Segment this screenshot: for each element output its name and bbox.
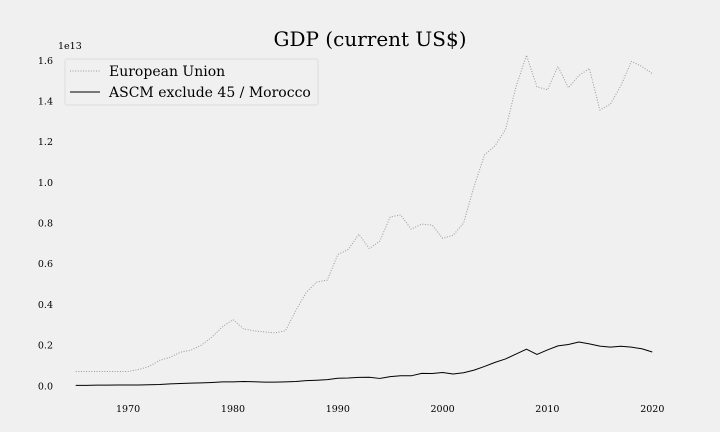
x-tick-label: 2010 <box>535 404 559 415</box>
y-tick-label: 0.6 <box>38 259 53 270</box>
x-axis-ticks: 1970 1980 1990 2000 2010 2020 <box>116 404 664 415</box>
y-tick-label: 1.2 <box>38 137 53 148</box>
x-tick-label: 1980 <box>221 404 245 415</box>
legend-label-ascm-morocco: ASCM exclude 45 / Morocco <box>108 85 311 101</box>
series-line-european-union <box>75 54 653 373</box>
legend-box <box>64 58 319 106</box>
y-axis-ticks: 0.0 0.2 0.4 0.6 0.8 1.0 1.2 1.4 1.6 <box>38 56 53 392</box>
y-tick-label: 1.0 <box>38 178 53 189</box>
legend: European Union ASCM exclude 45 / Morocco <box>64 58 319 106</box>
legend-label-european-union: European Union <box>109 64 225 80</box>
y-tick-label: 1.6 <box>38 56 53 67</box>
x-tick-label: 1990 <box>326 404 350 415</box>
y-tick-label: 0.4 <box>38 300 53 311</box>
y-axis-offset-label: 1e13 <box>58 41 82 52</box>
series-lines <box>75 54 653 386</box>
chart-title: GDP (current US$) <box>273 27 466 51</box>
y-tick-label: 1.4 <box>38 97 53 108</box>
y-tick-label: 0.8 <box>38 219 53 230</box>
x-tick-label: 1970 <box>116 404 140 415</box>
series-line-ascm-exclude-45-morocco <box>75 341 653 386</box>
y-tick-label: 0.0 <box>38 381 53 392</box>
x-tick-label: 2000 <box>431 404 455 415</box>
y-tick-label: 0.2 <box>38 341 53 352</box>
x-tick-label: 2020 <box>640 404 664 415</box>
